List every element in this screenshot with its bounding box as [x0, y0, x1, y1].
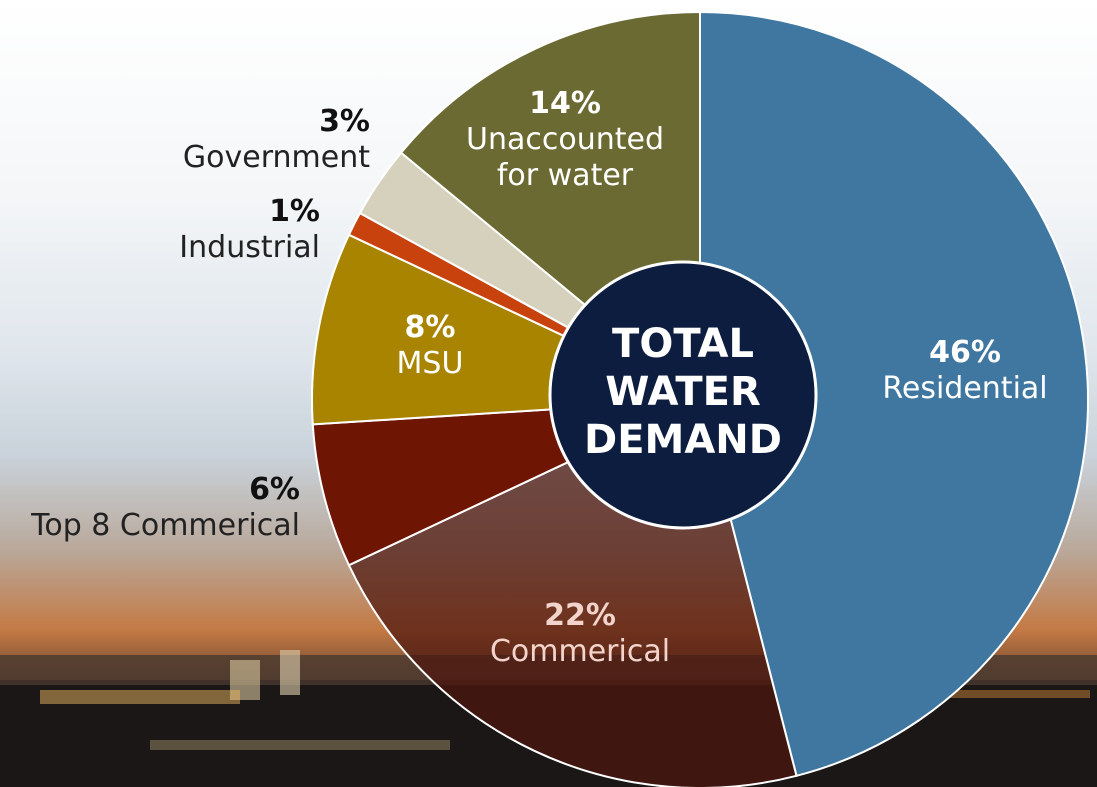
category-label: Commerical [470, 634, 690, 670]
slice-label: 3%Government [100, 104, 370, 176]
center-label: TOTAL WATER DEMAND [578, 320, 788, 464]
slice-label: 8%MSU [360, 310, 500, 382]
value-label: 3% [100, 104, 370, 140]
value-label: 6% [0, 472, 300, 508]
value-label: 14% [460, 86, 670, 122]
slice-label: 14%Unaccounted for water [460, 86, 670, 194]
slice-label: 46%Residential [870, 335, 1060, 407]
value-label: 8% [360, 310, 500, 346]
category-label: Residential [870, 371, 1060, 407]
value-label: 22% [470, 598, 690, 634]
category-label: MSU [360, 346, 500, 382]
category-label: Industrial [100, 230, 320, 266]
value-label: 46% [870, 335, 1060, 371]
slice-label: 6%Top 8 Commerical [0, 472, 300, 544]
page: TOTAL WATER DEMAND (() => { const data =… [0, 0, 1097, 787]
category-label: Unaccounted for water [460, 122, 670, 194]
category-label: Government [100, 140, 370, 176]
category-label: Top 8 Commerical [0, 508, 300, 544]
slice-label: 1%Industrial [100, 194, 320, 266]
value-label: 1% [100, 194, 320, 230]
slice-label: 22%Commerical [470, 598, 690, 670]
